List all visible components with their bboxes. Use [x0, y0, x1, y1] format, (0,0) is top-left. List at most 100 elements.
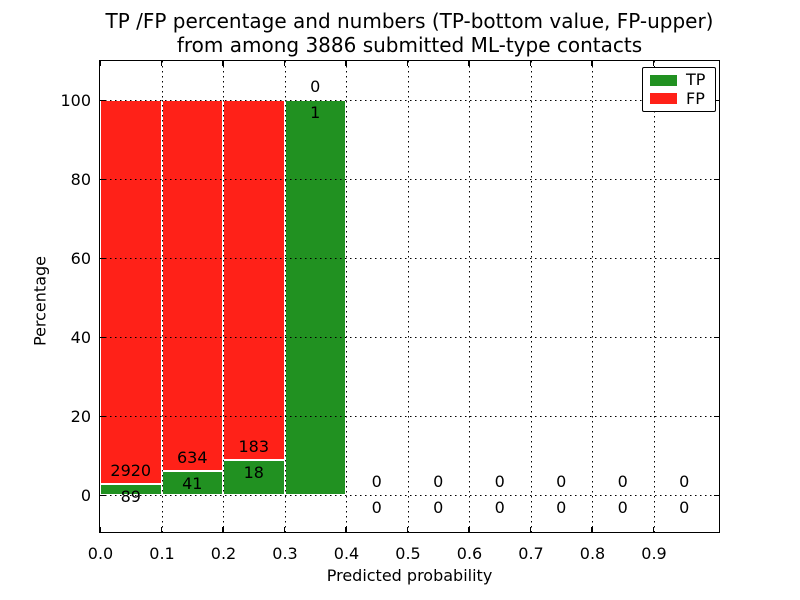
x-gridline: [653, 61, 655, 532]
x-gridline: [592, 61, 593, 532]
fp-count-label: 0: [617, 472, 628, 492]
tp-count-label: 0: [617, 498, 628, 518]
x-tick-mark: [283, 61, 286, 66]
y-gridline: [100, 495, 719, 497]
y-tick-mark: [714, 178, 719, 181]
y-tick-label: 40: [70, 327, 91, 347]
x-tick-label: 0.3: [272, 544, 298, 563]
fp-count-label: 183: [238, 437, 270, 457]
y-tick-mark: [714, 494, 719, 497]
tp-count-label: 0: [433, 498, 444, 518]
x-tick-mark: [160, 61, 163, 66]
fp-count-label: 634: [176, 448, 208, 468]
y-tick-mark: [714, 257, 719, 260]
x-axis-label: Predicted probability: [326, 566, 493, 585]
bar-segment-tp: [284, 100, 346, 496]
bar-segment-tp: [100, 483, 162, 496]
x-tick-mark: [529, 527, 532, 532]
legend-item-fp: FP: [650, 88, 708, 108]
x-tick-mark: [222, 527, 224, 532]
bar-boundary-gridline: [161, 100, 163, 496]
y-tick-label: 80: [70, 169, 91, 189]
bar-segment-fp: [100, 100, 162, 484]
legend-item-tp: TP: [650, 72, 708, 88]
x-tick-mark: [529, 61, 532, 66]
x-tick-label: 0.8: [579, 544, 606, 563]
y-tick-mark: [100, 415, 105, 418]
y-tick-mark: [100, 494, 105, 497]
tp-count-label: 89: [120, 486, 141, 506]
x-tick-mark: [468, 527, 470, 532]
y-tick-mark: [714, 336, 719, 339]
x-gridline: [469, 61, 470, 532]
x-tick-mark: [406, 527, 409, 532]
legend-label-tp: TP: [686, 70, 706, 90]
x-gridline: [407, 61, 409, 532]
tp-count-label: 0: [679, 498, 690, 518]
fp-count-label: 0: [371, 472, 382, 492]
tp-count-label: 0: [371, 498, 382, 518]
tp-count-label: 0: [556, 498, 567, 518]
x-tick-label: 0.9: [641, 544, 667, 563]
y-gridline: [100, 416, 719, 418]
legend-label-fp: FP: [686, 88, 705, 108]
y-gridline: [100, 100, 719, 102]
fp-color-swatch: [650, 93, 677, 105]
fp-count-label: 0: [494, 472, 505, 492]
x-tick-mark: [99, 527, 101, 532]
x-tick-mark: [222, 61, 224, 66]
x-tick-label: 0.2: [210, 544, 237, 563]
y-tick-mark: [714, 99, 719, 102]
x-tick-label: 0.6: [456, 544, 483, 563]
bar-boundary-gridline: [223, 100, 224, 496]
x-tick-mark: [652, 61, 655, 66]
x-tick-mark: [345, 527, 347, 532]
fp-count-label: 0: [556, 472, 567, 492]
y-tick-label: 0: [80, 485, 91, 505]
y-tick-label: 60: [70, 248, 91, 268]
tp-count-label: 18: [243, 463, 264, 483]
x-tick-label: 0.7: [518, 544, 544, 563]
tp-count-label: 41: [182, 474, 203, 494]
tp-color-swatch: [650, 74, 677, 86]
x-tick-label: 0.0: [87, 544, 114, 563]
x-tick-mark: [283, 527, 286, 532]
y-gridline: [100, 258, 719, 260]
x-tick-mark: [591, 527, 593, 532]
fp-count-label: 0: [433, 472, 444, 492]
bar-boundary-gridline: [284, 100, 286, 496]
x-tick-mark: [652, 527, 655, 532]
x-gridline: [346, 61, 347, 532]
y-gridline: [100, 337, 719, 339]
y-tick-mark: [714, 415, 719, 418]
y-tick-mark: [100, 257, 105, 260]
legend: TP FP: [642, 67, 716, 112]
x-tick-mark: [99, 61, 101, 66]
x-tick-label: 0.1: [149, 544, 175, 563]
fp-count-label: 0: [310, 77, 321, 97]
x-tick-mark: [160, 527, 163, 532]
y-tick-mark: [100, 99, 105, 102]
y-gridline: [100, 179, 719, 181]
chart-title-line2: from among 3886 submitted ML-type contac…: [176, 33, 643, 57]
fp-count-label: 0: [679, 472, 690, 492]
y-tick-label: 20: [70, 406, 91, 426]
bar-segment-tp: [223, 460, 285, 496]
chart-title: TP /FP percentage and numbers (TP-bottom…: [99, 9, 720, 57]
y-tick-mark: [100, 178, 105, 181]
x-tick-mark: [406, 61, 409, 66]
x-gridline: [530, 61, 532, 532]
x-tick-mark: [591, 61, 593, 66]
x-tick-mark: [468, 61, 470, 66]
x-tick-mark: [345, 61, 347, 66]
x-tick-label: 0.5: [395, 544, 421, 563]
y-tick-mark: [100, 336, 105, 339]
bar-segment-fp: [223, 100, 285, 461]
x-tick-label: 0.4: [333, 544, 360, 563]
tp-count-label: 1: [310, 103, 321, 123]
fp-count-label: 2920: [110, 460, 152, 480]
tp-count-label: 0: [494, 498, 505, 518]
chart-title-line1: TP /FP percentage and numbers (TP-bottom…: [105, 9, 714, 33]
plot-area: TP FP 2920 89 634 41 183 18 0 1 0 0 0 0 0 0 0 0 0 0 0 0: [99, 60, 720, 533]
